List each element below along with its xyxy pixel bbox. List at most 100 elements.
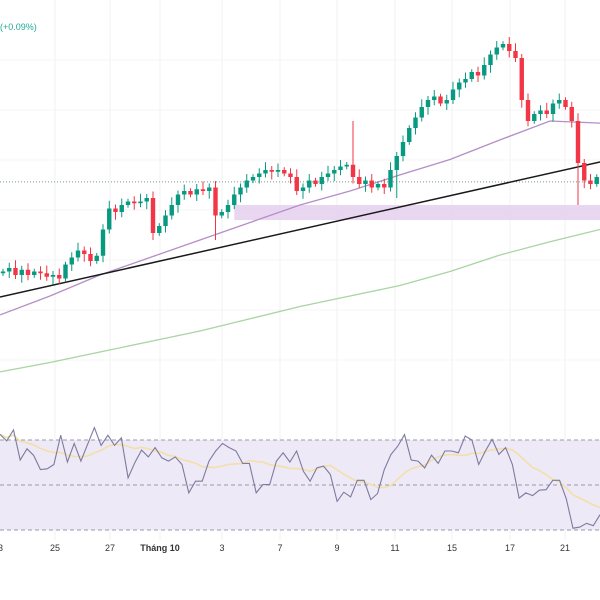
candle-body: [450, 89, 456, 100]
candle-body: [213, 187, 218, 216]
candle: [363, 176, 368, 192]
candle-body: [463, 79, 468, 83]
candle: [138, 193, 143, 208]
candle: [444, 94, 449, 110]
candle-body: [519, 58, 524, 100]
candle: [575, 113, 581, 205]
candle-body: [113, 208, 118, 212]
candle: [388, 162, 393, 192]
candle: [569, 101, 574, 128]
candle: [369, 174, 374, 193]
candle-body: [107, 208, 112, 230]
candle-body: [88, 254, 93, 261]
candle: [50, 270, 56, 285]
candle: [382, 178, 387, 194]
candle: [38, 266, 43, 280]
trendline: [0, 161, 600, 298]
candle-body: [250, 177, 256, 181]
candle-body: [194, 189, 199, 195]
candle: [344, 161, 349, 170]
candle-body: [188, 191, 193, 195]
candle: [357, 169, 362, 189]
candle-body: [119, 205, 124, 212]
candle: [182, 184, 187, 200]
candle-body: [457, 82, 462, 90]
candle: [263, 162, 268, 178]
candle-body: [50, 275, 56, 277]
candle: [288, 168, 293, 184]
candle-body: [125, 201, 131, 205]
candle-body: [207, 187, 212, 191]
candle-body: [525, 100, 531, 121]
candle-body: [425, 100, 431, 107]
candle: [538, 105, 543, 121]
candle: [219, 209, 224, 219]
candle-body: [157, 226, 162, 233]
price-change-label: (+0.09%): [0, 22, 37, 32]
candle-body: [232, 194, 237, 205]
candle-body: [557, 100, 562, 104]
candle-body: [32, 271, 37, 275]
candle-body: [275, 170, 281, 172]
candle: [594, 174, 599, 187]
candle: [507, 37, 512, 58]
candle-body: [407, 128, 412, 142]
candle: [88, 247, 93, 267]
candle-body: [244, 180, 249, 188]
candle-body: [444, 100, 449, 104]
indicator-lines: [0, 120, 600, 373]
candle: [350, 121, 356, 184]
candle: [119, 198, 124, 218]
candle-body: [44, 273, 49, 277]
rsi-ma-line: [0, 433, 600, 509]
candle-body: [288, 173, 293, 177]
candle-body: [100, 229, 106, 256]
candle-body: [500, 44, 506, 48]
candle: [150, 191, 156, 240]
candle: [63, 261, 68, 282]
candle: [407, 125, 412, 145]
candle: [157, 223, 162, 236]
candle: [32, 268, 37, 278]
candle-body: [532, 114, 537, 121]
candle-body: [175, 194, 181, 205]
candle: [563, 97, 568, 110]
candle: [25, 263, 31, 281]
candle-body: [94, 255, 99, 261]
candle-body: [25, 269, 31, 275]
x-tick-label: 3: [219, 543, 224, 553]
candle-body: [550, 103, 556, 114]
candle: [294, 169, 299, 196]
candle-body: [432, 96, 437, 100]
candle-body: [7, 268, 12, 272]
candle-body: [38, 271, 43, 274]
candle-body: [544, 110, 549, 114]
candle: [100, 224, 106, 263]
candle-body: [538, 110, 543, 114]
candle-body: [507, 44, 512, 51]
candles: [0, 37, 599, 285]
candle: [0, 268, 6, 277]
candle-body: [138, 201, 143, 204]
candle-body: [350, 164, 356, 177]
candle: [200, 181, 206, 196]
rsi-band: [0, 440, 600, 530]
candle: [213, 181, 218, 240]
candle: [394, 151, 399, 198]
candle-body: [563, 100, 568, 107]
x-tick-label: 15: [447, 543, 457, 553]
candle-body: [494, 47, 499, 55]
candle: [425, 95, 431, 115]
candle-body: [394, 156, 399, 170]
candle: [494, 41, 499, 60]
x-axis: 23 25 27 Tháng 10 3 7 9 11 15 17 21: [0, 543, 570, 553]
candle: [413, 112, 418, 135]
candle-body: [369, 180, 374, 188]
candle-body: [313, 180, 318, 184]
x-tick-label: 27: [105, 543, 115, 553]
candle: [207, 183, 212, 199]
candle-body: [132, 201, 137, 204]
candle-body: [438, 96, 443, 104]
candle: [325, 165, 331, 182]
